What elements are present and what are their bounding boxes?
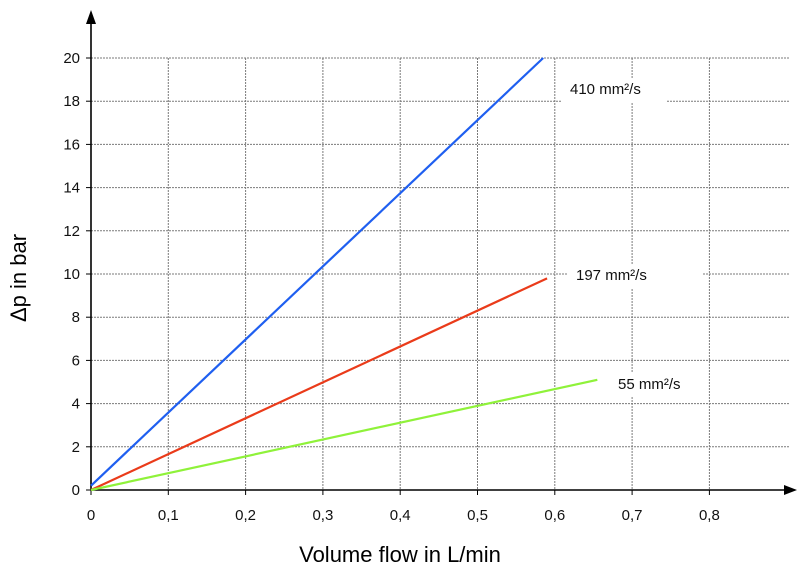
- x-tick-label: 0,3: [312, 507, 333, 524]
- y-tick-label: 16: [63, 136, 80, 153]
- x-tick-labels: 0 0,1 0,2 0,3 0,4 0,5 0,6 0,7 0,8: [87, 507, 720, 524]
- y-tick-labels: 0 2 4 6 8 10 12 14 16 18 20: [63, 50, 80, 499]
- y-tick-label: 4: [72, 396, 80, 413]
- series-label: 410 mm²/s: [570, 81, 641, 98]
- y-tick-label: 2: [72, 439, 80, 456]
- y-axis-title: Δp in bar: [6, 234, 31, 322]
- y-tick-label: 6: [72, 352, 80, 369]
- y-tick-label: 14: [63, 180, 80, 197]
- x-tick-label: 0,4: [390, 507, 411, 524]
- x-axis-arrow: [784, 485, 797, 495]
- x-tick-label: 0,8: [699, 507, 720, 524]
- y-tick-label: 18: [63, 93, 80, 110]
- y-tick-label: 10: [63, 266, 80, 283]
- series-line: [90, 57, 544, 487]
- series-label: 197 mm²/s: [576, 267, 647, 284]
- x-tick-label: 0,6: [544, 507, 565, 524]
- x-tick-label: 0: [87, 507, 95, 524]
- series-label-bg: [562, 78, 666, 102]
- series-label-bg: [568, 264, 702, 288]
- y-tick-label: 20: [63, 50, 80, 67]
- y-tick-label: 12: [63, 223, 80, 240]
- axes: [86, 10, 797, 495]
- series-label-bg: [610, 373, 706, 397]
- y-tick-label: 8: [72, 309, 80, 326]
- grid: [91, 57, 790, 490]
- series-line: [90, 378, 598, 492]
- x-tick-label: 0,5: [467, 507, 488, 524]
- x-tick-label: 0,2: [235, 507, 256, 524]
- series-label: 55 mm²/s: [618, 376, 681, 393]
- y-tick-label: 0: [72, 482, 80, 499]
- series-labels: 410 mm²/s 197 mm²/s 55 mm²/s: [562, 78, 706, 397]
- x-tick-label: 0,1: [158, 507, 179, 524]
- y-axis-arrow: [86, 10, 96, 24]
- x-tick-label: 0,7: [622, 507, 643, 524]
- series-line: [90, 277, 548, 491]
- series-lines: [90, 57, 598, 492]
- x-axis-title: Volume flow in L/min: [299, 542, 501, 567]
